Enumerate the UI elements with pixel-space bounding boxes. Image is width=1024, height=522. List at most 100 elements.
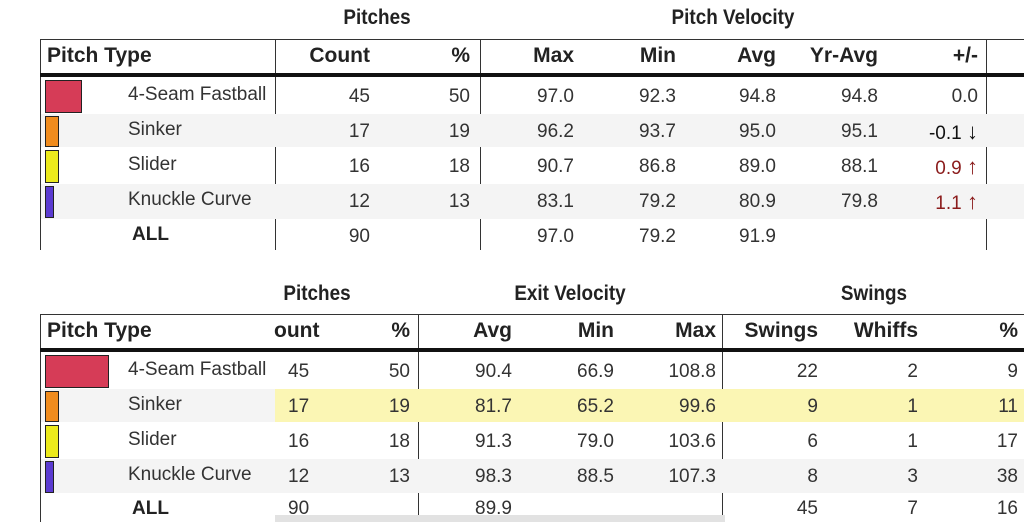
column-header-avg[interactable]: Avg: [737, 44, 776, 67]
swings-count: 22: [796, 361, 818, 382]
column-header-diff[interactable]: +/-: [952, 44, 978, 67]
ev-avg: 98.3: [475, 466, 512, 487]
all-count: 90: [348, 226, 370, 247]
column-header-swings[interactable]: Swings: [744, 319, 818, 342]
column-header-min[interactable]: Min: [577, 319, 614, 342]
pitch-pct: 18: [388, 431, 410, 452]
all-min: 79.2: [639, 226, 676, 247]
velo-min: 86.8: [639, 156, 676, 177]
pitch-count: 12: [348, 191, 370, 212]
pitch-color-swatch: [45, 116, 59, 147]
row-stripe: [41, 184, 1024, 219]
all-whiffs: 7: [907, 498, 918, 519]
column-header-avg[interactable]: Avg: [473, 319, 512, 342]
ev-max: 99.6: [679, 396, 716, 417]
velo-avg: 89.0: [739, 156, 776, 177]
column-header-whiffs[interactable]: Whiffs: [853, 319, 918, 342]
whiff-pct: 17: [996, 431, 1018, 452]
group-header-pitch-velocity: Pitch Velocity: [671, 6, 795, 29]
velo-yr-avg: 88.1: [841, 156, 878, 177]
ev-avg: 90.4: [475, 361, 512, 382]
pitch-color-swatch: [45, 150, 59, 183]
pitch-color-swatch: [45, 425, 59, 458]
diff-value: -0.1: [928, 123, 962, 144]
pitch-color-swatch: [45, 80, 82, 113]
whiff-pct: 11: [998, 396, 1018, 417]
pitch-count: 45: [348, 86, 370, 107]
pitch-count: 17: [348, 121, 370, 142]
ev-min: 66.9: [577, 361, 614, 382]
velo-avg: 80.9: [739, 191, 776, 212]
pitch-pct: 50: [388, 361, 410, 382]
ev-max: 108.8: [668, 361, 716, 382]
ev-avg: 81.7: [475, 396, 512, 417]
column-header-pitch-type[interactable]: Pitch Type: [47, 44, 152, 67]
scroll-shadow: [275, 515, 725, 522]
group-header-swings: Swings: [840, 282, 908, 305]
pitch-name: 4-Seam Fastball: [128, 84, 267, 105]
ev-min: 88.5: [577, 466, 614, 487]
diff-value: 0.9: [935, 158, 962, 179]
velo-avg: 94.8: [739, 86, 776, 107]
header-top-border: [40, 314, 1024, 315]
column-header-count[interactable]: ount: [274, 319, 320, 342]
velo-diff: 0.0: [900, 86, 978, 108]
whiffs-count: 3: [907, 466, 918, 487]
group-header-exit-velocity: Exit Velocity: [514, 282, 626, 305]
pitch-color-swatch: [45, 355, 109, 388]
arrow-up-icon: ↑: [967, 189, 978, 214]
velo-max: 96.2: [537, 121, 574, 142]
velo-max: 83.1: [537, 191, 574, 212]
pitch-name: Knuckle Curve: [128, 464, 252, 485]
column-header-max[interactable]: Max: [533, 44, 574, 67]
row-stripe: [41, 114, 1024, 147]
velo-min: 92.3: [639, 86, 676, 107]
header-bottom-rule: [40, 73, 1024, 77]
velo-diff: 1.1 ↑: [900, 189, 978, 215]
column-header-count[interactable]: Count: [309, 44, 370, 67]
pitch-count: 16: [348, 156, 370, 177]
column-header-whiff-pct[interactable]: %: [999, 319, 1018, 342]
whiffs-count: 1: [907, 396, 918, 417]
pitch-pct: 18: [448, 156, 470, 177]
header-top-border: [40, 39, 1024, 40]
pitch-pct: 50: [448, 86, 470, 107]
column-header-pitch-type[interactable]: Pitch Type: [47, 319, 152, 342]
all-whiff-pct: 16: [996, 498, 1018, 519]
row-stripe: [41, 459, 1024, 493]
diff-value: 0.0: [951, 86, 978, 107]
whiff-pct: 9: [1007, 361, 1018, 382]
pitch-name: 4-Seam Fastball: [128, 359, 267, 380]
ev-min: 65.2: [577, 396, 614, 417]
all-label: ALL: [132, 498, 169, 519]
column-header-max[interactable]: Max: [675, 319, 716, 342]
table-left-border: [40, 39, 41, 250]
diff-value: 1.1: [935, 193, 962, 214]
arrow-up-icon: ↑: [967, 154, 978, 179]
velo-min: 79.2: [639, 191, 676, 212]
row-stripe: [41, 389, 275, 422]
pitch-pct: 13: [388, 466, 410, 487]
pitch-count: 17: [288, 396, 310, 417]
pitch-color-swatch: [45, 391, 59, 422]
whiff-pct: 38: [996, 466, 1018, 487]
pitch-name: Slider: [128, 429, 177, 450]
ev-avg: 91.3: [475, 431, 512, 452]
velo-max: 90.7: [537, 156, 574, 177]
pitch-name: Sinker: [128, 394, 182, 415]
pitch-pct: 19: [388, 396, 410, 417]
all-avg: 91.9: [739, 226, 776, 247]
pitch-color-swatch: [45, 186, 54, 218]
swings-count: 8: [807, 466, 818, 487]
velo-max: 97.0: [537, 86, 574, 107]
velo-diff: 0.9 ↑: [900, 154, 978, 180]
column-header-pct[interactable]: %: [391, 319, 410, 342]
column-header-yr-avg[interactable]: Yr-Avg: [809, 44, 878, 67]
column-header-pct[interactable]: %: [451, 44, 470, 67]
all-avg: 89.9: [475, 498, 512, 519]
velo-yr-avg: 79.8: [841, 191, 878, 212]
swings-count: 6: [807, 431, 818, 452]
all-swings: 45: [796, 498, 818, 519]
column-header-min[interactable]: Min: [639, 44, 676, 67]
velo-yr-avg: 94.8: [841, 86, 878, 107]
